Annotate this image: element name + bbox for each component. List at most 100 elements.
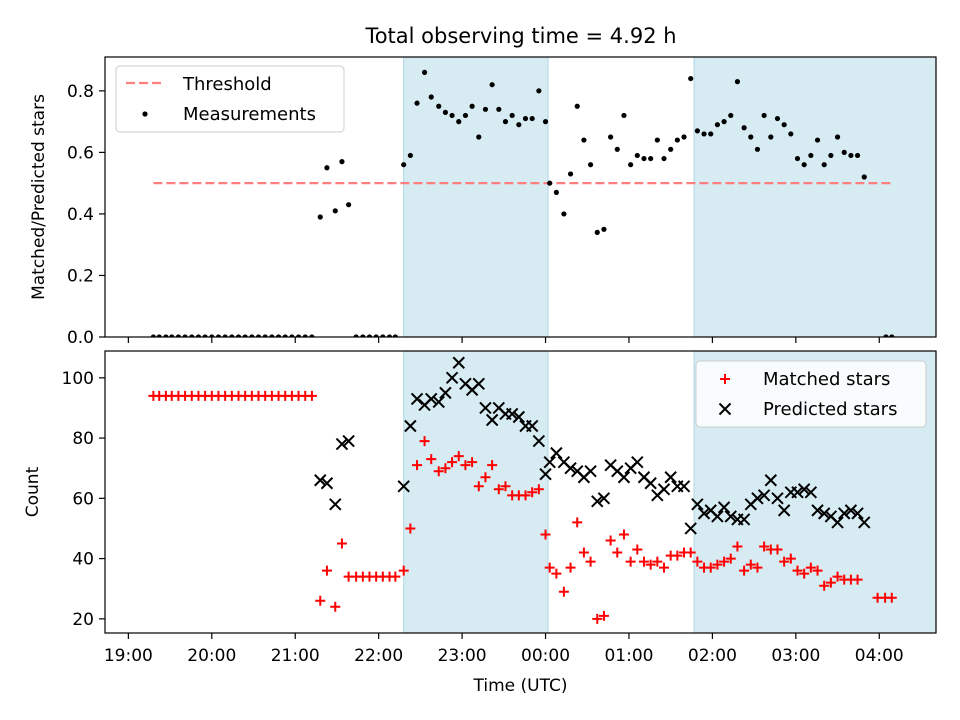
measurement-point: [482, 106, 489, 112]
predicted-stars-marker: [320, 477, 334, 490]
measurement-point: [529, 115, 535, 122]
matched-stars-marker: [433, 466, 444, 477]
x-tick-label: 03:00: [771, 646, 820, 666]
matched-stars-marker: [493, 484, 504, 495]
predicted-stars-marker: [777, 504, 791, 517]
x-tick-label: 19:00: [104, 646, 153, 666]
measurement-point: [561, 211, 567, 217]
predicted-stars-marker: [851, 507, 864, 520]
measurement-point: [567, 171, 574, 177]
predicted-stars-marker: [804, 486, 818, 499]
matched-stars-marker: [612, 547, 623, 558]
bottom-panel: 19:00 20:00 21:00 22:00 23:00 00:00 01:00 02:00…: [23, 350, 937, 696]
predicted-stars-marker: [684, 522, 697, 535]
matched-stars-marker: [473, 481, 484, 492]
predicted-stars-marker: [817, 507, 831, 520]
predicted-stars-marker: [550, 446, 563, 460]
axes-frame: [104, 56, 937, 338]
matched-stars-marker: [419, 436, 430, 447]
measurement-point: [163, 334, 169, 337]
measurement-point: [229, 334, 235, 337]
axes-frame: [104, 350, 937, 634]
predicted-stars-marker: [811, 504, 824, 517]
predicted-stars-marker: [505, 407, 519, 421]
measurement-point: [761, 112, 767, 119]
matched-stars-marker: [565, 562, 576, 573]
measurement-point: [269, 334, 275, 337]
matched-stars-marker: [672, 550, 683, 561]
matched-stars-marker: [685, 547, 696, 558]
predicted-stars-marker: [751, 492, 764, 505]
predicted-stars-marker: [664, 471, 677, 484]
measurement-point: [754, 146, 761, 152]
measurement-point: [547, 180, 553, 186]
measurement-point: [728, 112, 734, 119]
measurement-point: [808, 152, 814, 159]
matched-stars-marker: [467, 457, 478, 468]
matched-stars-marker: [618, 529, 629, 540]
measurement-point: [574, 103, 580, 109]
measurement-point: [386, 334, 393, 337]
matched-stars-marker: [500, 481, 511, 492]
measurement-point: [289, 334, 295, 337]
measurement-point: [235, 334, 242, 337]
measurement-point: [608, 134, 614, 140]
measurement-point: [581, 137, 587, 143]
predicted-stars-marker: [724, 510, 737, 523]
measurement-point: [536, 88, 542, 94]
measurement-point: [309, 334, 315, 337]
predicted-stars-marker: [597, 492, 611, 505]
matched-stars-marker: [533, 484, 544, 495]
legend: Threshold Measurements: [115, 65, 345, 133]
legend-box: [115, 65, 345, 133]
legend-label: Measurements: [183, 104, 316, 125]
predicted-stars-marker: [543, 455, 556, 469]
measurement-point: [442, 109, 449, 115]
predicted-stars-marker: [631, 455, 644, 469]
measurement-point: [360, 334, 366, 337]
measurement-point: [255, 334, 262, 337]
measurement-point: [834, 134, 841, 140]
y-tick-label: 80: [72, 429, 94, 449]
measurement-point: [516, 122, 522, 128]
x-tick-label: 04:00: [855, 646, 904, 666]
measurement-point: [708, 131, 714, 137]
predicted-stars-marker: [717, 501, 731, 514]
measurement-point: [456, 119, 462, 125]
matched-stars-marker: [852, 574, 863, 585]
predicted-stars-marker: [532, 434, 546, 448]
measurement-point: [366, 334, 373, 337]
measurement-point: [249, 334, 255, 337]
measurement-point: [854, 152, 861, 159]
measurement-point: [628, 162, 634, 168]
measurement-point: [476, 134, 482, 140]
measurement-point: [634, 152, 640, 159]
measurement-point: [242, 334, 248, 337]
matched-stars-marker: [625, 556, 636, 567]
matched-stars-marker: [336, 538, 347, 549]
legend-label: Threshold: [182, 74, 272, 95]
matched-stars-marker: [725, 553, 736, 564]
measurement-point: [694, 128, 700, 134]
measurement-point: [414, 100, 420, 106]
measurement-point: [601, 226, 607, 232]
predicted-stars-marker: [397, 480, 410, 493]
x-tick-label: 23:00: [438, 646, 487, 666]
measurement-point: [339, 159, 345, 165]
predicted-stars-marker: [644, 477, 657, 490]
predicted-stars-marker: [329, 498, 342, 511]
measurement-point: [489, 82, 495, 88]
matched-stars-marker: [812, 565, 823, 576]
measurement-point: [496, 106, 502, 112]
predicted-stars-marker: [657, 483, 671, 496]
y-tick-label: 0.4: [67, 205, 94, 225]
measurement-point: [734, 79, 741, 85]
series-matched-stars: [148, 390, 897, 624]
matched-stars-marker: [819, 580, 830, 591]
measurement-point: [781, 122, 787, 128]
measurement-point: [701, 131, 707, 137]
measurement-point: [169, 334, 175, 337]
predicted-stars-marker: [472, 377, 485, 391]
figure-title: Total observing time = 4.92 h: [364, 24, 676, 48]
x-tick-label: 00:00: [521, 646, 570, 666]
